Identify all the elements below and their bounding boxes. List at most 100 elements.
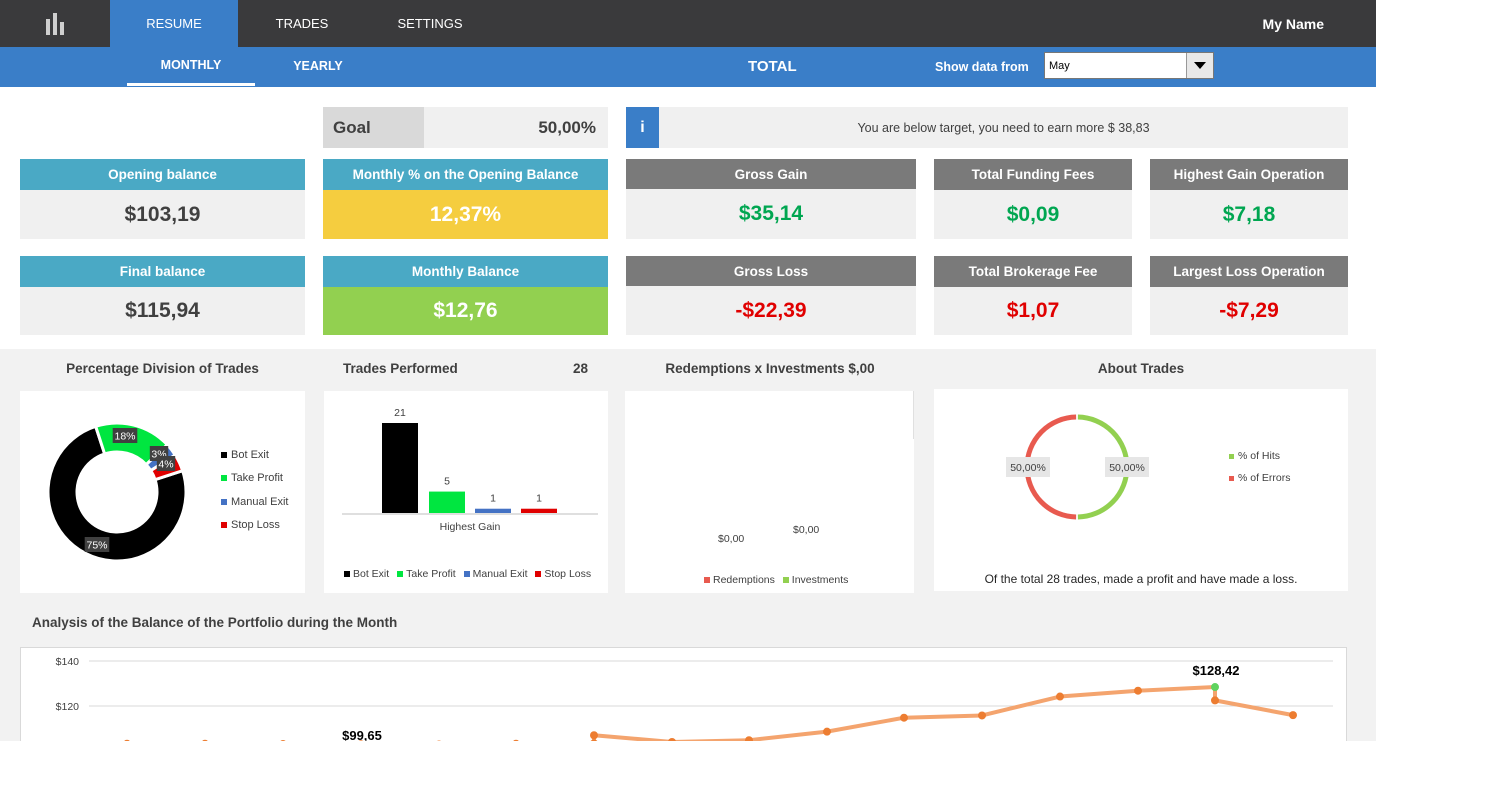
balance-chart-panel: $140 $120 $128,42 $99,65 xyxy=(20,647,1347,741)
final-balance-value: $115,94 xyxy=(20,287,305,335)
legend-swatch-stop-loss xyxy=(535,571,542,577)
show-data-label: Show data from xyxy=(935,60,1029,74)
tab-yearly[interactable]: YEARLY xyxy=(293,59,343,73)
gross-loss-value: -$22,39 xyxy=(626,286,916,335)
balance-point xyxy=(900,713,908,722)
division-donut-chart: 75%18%3%4% xyxy=(46,421,188,563)
balance-point xyxy=(124,739,130,741)
redemptions-panel: $0,00 $0,00 Redemptions Investments xyxy=(625,391,914,593)
balance-point xyxy=(280,740,286,741)
legend-label-investments: Investments xyxy=(791,574,849,586)
balance-point xyxy=(745,736,753,741)
bar-manual-exit xyxy=(475,508,511,513)
balance-point xyxy=(590,731,598,740)
ring-label-errors: 50,00% xyxy=(1006,457,1050,477)
dropdown-arrow-icon[interactable] xyxy=(1186,53,1213,78)
legend-label-stop-loss: Stop Loss xyxy=(231,519,280,531)
info-message: You are below target, you need to earn m… xyxy=(857,120,1150,135)
opening-balance-value: $103,19 xyxy=(20,190,305,239)
dashboard: RESUME TRADES SETTINGS My Name MONTHLY Y… xyxy=(0,0,1376,741)
legend-label-hits: % of Hits xyxy=(1238,450,1281,462)
opening-balance-label: Opening balance xyxy=(20,159,305,190)
legend-swatch-manual-exit xyxy=(463,571,470,577)
division-chart-title: Percentage Division of Trades xyxy=(66,361,259,376)
balance-point xyxy=(358,740,364,741)
balance-point xyxy=(513,739,519,741)
total-brokerage-fee-value: $1,07 xyxy=(934,287,1132,335)
balance-point xyxy=(978,711,986,720)
bar-label-take-profit: 5 xyxy=(444,476,450,488)
legend-swatch-manual-exit xyxy=(221,499,227,506)
top-nav-bar: RESUME TRADES SETTINGS My Name xyxy=(0,0,1376,47)
about-trades-summary: Of the total 28 trades, made a profit an… xyxy=(984,572,1298,586)
about-trades-title: About Trades xyxy=(1097,361,1185,376)
balance-min-label: $99,65 xyxy=(342,728,382,741)
trades-performed-title: Trades Performed xyxy=(343,361,458,376)
final-balance-label: Final balance xyxy=(20,256,305,287)
donut-label-take-profit: 18% xyxy=(112,428,138,443)
gross-gain-value: $35,14 xyxy=(626,189,916,239)
svg-text:75%: 75% xyxy=(86,540,107,552)
monthly-balance-label: Monthly Balance xyxy=(323,256,608,287)
total-brokerage-fee-label: Total Brokerage Fee xyxy=(934,256,1132,287)
legend-swatch-bot-exit xyxy=(344,571,350,577)
donut-label-bot-exit: 75% xyxy=(84,537,110,552)
balance-point xyxy=(1211,696,1219,705)
highest-gain-operation-label: Highest Gain Operation xyxy=(1150,159,1348,190)
bar-take-profit xyxy=(429,491,465,513)
legend-item-stop-loss: Stop Loss xyxy=(221,519,280,531)
bar-stop-loss xyxy=(521,508,557,513)
month-select[interactable]: May xyxy=(1044,52,1214,79)
svg-text:18%: 18% xyxy=(114,431,135,443)
legend-item-errors: % of Errors xyxy=(1229,472,1291,484)
balance-point xyxy=(202,739,208,741)
investments-value-label: $0,00 xyxy=(793,524,820,536)
bar-label-bot-exit: 21 xyxy=(394,407,406,419)
balance-line-chart: $140 $120 $128,42 $99,65 xyxy=(56,656,1333,741)
legend-swatch-bot-exit xyxy=(221,452,227,459)
svg-text:4%: 4% xyxy=(158,459,173,471)
trades-performed-bar-chart: 21 5 1 1 xyxy=(342,407,598,515)
monthly-balance-value: $12,76 xyxy=(323,287,608,335)
legend-label-redemptions: Redemptions xyxy=(713,574,775,586)
y-tick-label: $120 xyxy=(56,701,80,713)
legend-swatch-hits xyxy=(1229,453,1234,459)
legend-swatch-take-profit xyxy=(221,475,227,482)
balance-line xyxy=(592,685,1294,741)
tab-settings[interactable]: SETTINGS xyxy=(397,16,463,31)
balance-point xyxy=(668,738,676,741)
ring-label-hits: 50,00% xyxy=(1105,457,1149,477)
tab-resume[interactable]: RESUME xyxy=(110,0,238,47)
largest-loss-operation-value: -$7,29 xyxy=(1150,287,1348,335)
bar-label-manual-exit: 1 xyxy=(490,493,496,505)
divider xyxy=(913,391,914,439)
redemptions-legend: Redemptions Investments xyxy=(704,574,848,586)
legend-item-take-profit: Take Profit xyxy=(221,472,283,484)
monthly-pct-label: Monthly % on the Opening Balance xyxy=(323,159,608,190)
legend-label-errors: % of Errors xyxy=(1238,472,1291,484)
donut-label-stop-loss: 4% xyxy=(156,456,176,471)
logo[interactable] xyxy=(0,0,110,47)
total-label: TOTAL xyxy=(748,58,797,75)
info-icon: i xyxy=(626,107,659,148)
division-chart-panel: 75% 18% 3% 4% Bot Exit Take Profit Manual E… xyxy=(20,391,305,593)
balance-point xyxy=(1134,686,1142,695)
goal-value: 50,00% xyxy=(538,117,596,137)
tab-trades[interactable]: TRADES xyxy=(275,16,329,31)
legend-label-manual-exit: Manual Exit xyxy=(231,496,289,508)
legend-label-take-profit: Take Profit xyxy=(406,568,456,580)
user-name[interactable]: My Name xyxy=(1262,15,1324,32)
legend-swatch-redemptions xyxy=(704,577,710,583)
balance-point xyxy=(823,727,831,736)
about-trades-panel: 50,00% 50,00% % of Hits % of Errors Of th… xyxy=(934,389,1348,591)
svg-text:50,00%: 50,00% xyxy=(1010,462,1046,474)
month-select-value: May xyxy=(1049,59,1070,72)
total-funding-fees-label: Total Funding Fees xyxy=(934,159,1132,190)
tab-monthly[interactable]: MONTHLY xyxy=(127,47,255,86)
balance-point xyxy=(437,740,441,741)
total-funding-fees-value: $0,09 xyxy=(934,190,1132,239)
legend-label-stop-loss: Stop Loss xyxy=(544,568,592,580)
donut-slice-bot-exit xyxy=(46,424,188,563)
info-banner: i You are below target, you need to earn… xyxy=(626,107,1348,148)
bar-chart-icon xyxy=(46,12,64,35)
